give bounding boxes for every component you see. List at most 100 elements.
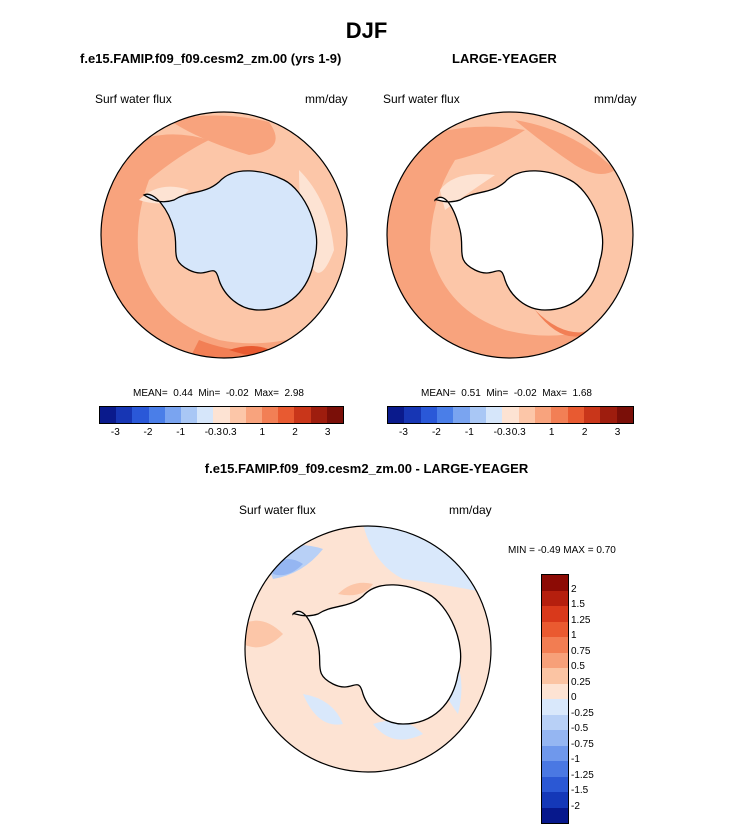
difference-variable-label: Surf water flux	[239, 503, 316, 517]
difference-units-label: mm/day	[449, 503, 492, 517]
colorbar-swatch	[181, 407, 198, 423]
top-left-max-value: 2.98	[284, 388, 304, 399]
top-left-polar-map	[100, 111, 348, 359]
colorbar-tick-label: 0.5	[571, 661, 585, 672]
colorbar-swatch	[542, 714, 568, 730]
colorbar-swatch	[583, 407, 601, 423]
colorbar-tick-label: 1	[548, 427, 555, 438]
top-left-colorbar	[99, 406, 344, 424]
colorbar-swatch	[542, 699, 568, 715]
top-right-stats: MEAN= 0.51 Min= -0.02 Max= 1.68	[421, 388, 592, 399]
colorbar-tick-label: 2	[292, 427, 298, 438]
colorbar-tick-label: -1	[176, 427, 186, 438]
colorbar-tick-label: 1	[259, 427, 266, 438]
colorbar-tick-label: 1	[571, 630, 577, 641]
colorbar-swatch	[502, 407, 519, 423]
top-right-case-title: LARGE-YEAGER	[452, 51, 557, 66]
colorbar-swatch	[436, 407, 454, 423]
colorbar-tick-label: -0.5	[571, 723, 589, 734]
top-right-polar-map	[386, 111, 634, 359]
top-left-min-label: Min=	[198, 388, 221, 399]
colorbar-tick-label: -1.25	[571, 769, 594, 781]
colorbar-swatch	[542, 730, 568, 746]
top-right-min-label: Min=	[486, 388, 509, 399]
colorbar-tick-label: -1	[571, 754, 580, 765]
colorbar-swatch	[542, 683, 568, 699]
colorbar-swatch	[542, 652, 568, 668]
colorbar-tick-label: 0.3	[511, 427, 526, 438]
top-left-min-value: -0.02	[225, 388, 249, 399]
colorbar-tick-label: -1	[464, 427, 474, 438]
colorbar-tick-label: 1.25	[571, 614, 591, 626]
top-right-mean-value: 0.51	[461, 388, 481, 399]
colorbar-swatch	[534, 407, 552, 423]
colorbar-swatch	[326, 407, 344, 423]
colorbar-tick-label: -2	[571, 800, 580, 812]
top-right-max-label: Max=	[542, 388, 567, 399]
top-right-min-value: -0.02	[513, 388, 537, 399]
colorbar-tick-label: -3	[110, 427, 120, 438]
colorbar-swatch	[542, 590, 568, 606]
top-left-case-title: f.e15.FAMIP.f09_f09.cesm2_zm.00 (yrs 1-9…	[80, 51, 342, 66]
top-left-variable-label: Surf water flux	[95, 92, 172, 106]
top-left-mean-label: MEAN=	[133, 388, 168, 399]
colorbar-swatch	[542, 606, 568, 622]
colorbar-tick-label: -3	[399, 427, 408, 438]
colorbar-tick-label: 3	[614, 427, 621, 438]
top-left-units-label: mm/day	[305, 92, 348, 106]
colorbar-swatch	[469, 407, 486, 423]
colorbar-swatch	[542, 668, 568, 684]
top-right-mean-label: MEAN=	[421, 388, 456, 399]
colorbar-swatch	[542, 776, 568, 792]
top-left-stats: MEAN= 0.44 Min= -0.02 Max= 2.98	[133, 388, 304, 399]
top-right-max-value: 1.68	[572, 388, 592, 399]
top-left-max-label: Max=	[254, 388, 279, 399]
colorbar-swatch	[116, 407, 133, 423]
colorbar-swatch	[542, 575, 568, 591]
colorbar-swatch	[600, 407, 617, 423]
colorbar-swatch	[388, 407, 405, 423]
difference-polar-map	[244, 525, 492, 773]
colorbar-swatch	[213, 407, 230, 423]
colorbar-swatch	[616, 407, 633, 423]
colorbar-swatch	[542, 761, 568, 777]
colorbar-swatch	[262, 407, 279, 423]
colorbar-tick-label: -0.3	[493, 427, 511, 438]
colorbar-tick-label: 0.25	[571, 676, 591, 688]
colorbar-swatch	[551, 407, 568, 423]
colorbar-tick-label: -0.75	[571, 738, 594, 750]
colorbar-tick-label: 1.5	[571, 599, 585, 610]
difference-minmax: MIN = -0.49 MAX = 0.70	[508, 545, 616, 556]
colorbar-swatch	[542, 807, 568, 823]
top-right-colorbar	[387, 406, 634, 424]
colorbar-tick-label: 2	[581, 427, 588, 438]
colorbar-tick-label: 2	[571, 583, 577, 595]
colorbar-swatch	[542, 792, 568, 808]
colorbar-swatch	[100, 407, 117, 423]
colorbar-swatch	[294, 407, 311, 423]
colorbar-swatch	[518, 407, 535, 423]
colorbar-swatch	[542, 621, 568, 637]
colorbar-tick-label: 3	[324, 427, 331, 438]
difference-colorbar	[541, 574, 569, 824]
colorbar-swatch	[197, 407, 214, 423]
colorbar-tick-label: 0.75	[571, 645, 591, 657]
colorbar-swatch	[229, 407, 246, 423]
colorbar-tick-label: -1.5	[571, 785, 589, 796]
colorbar-swatch	[542, 637, 568, 653]
colorbar-swatch	[404, 407, 421, 423]
colorbar-swatch	[453, 407, 470, 423]
colorbar-swatch	[132, 407, 149, 423]
colorbar-swatch	[245, 407, 263, 423]
colorbar-swatch	[485, 407, 503, 423]
colorbar-tick-label: -2	[431, 427, 441, 438]
top-left-mean-value: 0.44	[173, 388, 193, 399]
top-right-variable-label: Surf water flux	[383, 92, 460, 106]
colorbar-tick-label: -0.25	[571, 707, 594, 719]
colorbar-swatch	[164, 407, 182, 423]
colorbar-tick-label: 0	[571, 692, 577, 703]
colorbar-swatch	[310, 407, 327, 423]
colorbar-swatch	[420, 407, 437, 423]
colorbar-swatch	[567, 407, 584, 423]
colorbar-tick-label: 0.3	[222, 427, 237, 438]
